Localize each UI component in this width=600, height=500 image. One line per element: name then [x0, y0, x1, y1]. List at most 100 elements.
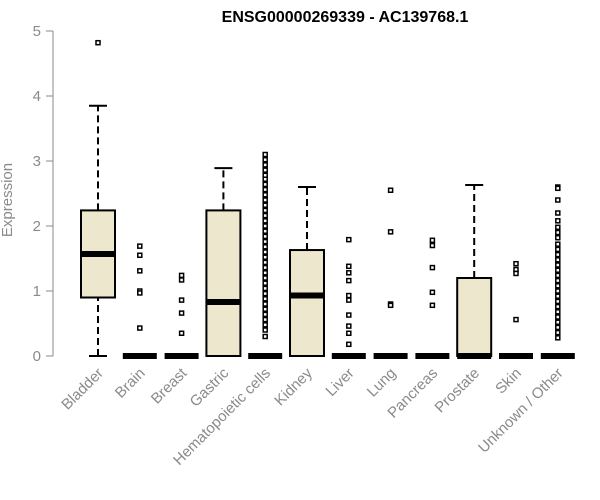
outlier-point — [262, 233, 268, 240]
outlier-point — [346, 270, 352, 276]
outlier-point — [262, 186, 268, 193]
y-tick-label: 0 — [33, 348, 41, 365]
outlier-point — [555, 293, 561, 299]
outlier-point — [346, 292, 352, 299]
outlier-point — [429, 302, 436, 309]
outlier-point — [429, 264, 436, 271]
outlier-point — [262, 306, 268, 312]
box-pancreas — [415, 237, 450, 359]
box-unknown-other — [540, 184, 575, 359]
outlier-point — [262, 311, 268, 318]
outlier-point — [262, 202, 268, 208]
outlier-point — [262, 254, 268, 260]
box-liver — [331, 236, 366, 359]
y-axis-label: Expression — [0, 163, 16, 237]
outlier-point — [555, 329, 561, 336]
outlier-point — [429, 242, 436, 249]
outlier-point — [262, 151, 268, 158]
outlier-point — [555, 246, 561, 253]
outlier-point — [178, 297, 185, 303]
boxes-group — [80, 39, 575, 359]
outlier-point — [346, 341, 352, 348]
outlier-point — [262, 327, 268, 333]
outlier-point — [262, 218, 268, 224]
outlier-point — [387, 187, 394, 193]
y-tick-label: 4 — [33, 88, 41, 105]
outlier-point — [513, 260, 519, 267]
y-tick-label: 2 — [33, 218, 41, 235]
x-tick-label: Bladder — [58, 365, 107, 414]
box-skin — [499, 260, 533, 359]
outlier-point — [555, 314, 561, 320]
box-gastric — [205, 167, 242, 357]
outlier-point — [262, 290, 268, 297]
outlier-point — [262, 167, 268, 173]
outlier-point — [555, 234, 561, 241]
outlier-point — [429, 237, 436, 244]
iqr-box — [456, 277, 493, 357]
outlier-point — [178, 272, 185, 279]
outlier-point — [346, 312, 352, 318]
chart-title: ENSG00000269339 - AC139768.1 — [222, 9, 469, 26]
outlier-point — [137, 243, 143, 249]
outlier-point — [346, 297, 352, 303]
outlier-point — [555, 283, 561, 289]
outlier-point — [178, 330, 185, 336]
outlier-point — [262, 238, 268, 245]
outlier-point — [262, 244, 268, 250]
outlier-point — [346, 323, 352, 329]
outlier-point — [262, 285, 268, 292]
outlier-point — [137, 252, 143, 258]
x-tick-label: Prostate — [431, 365, 483, 417]
outlier-point — [262, 301, 268, 307]
outlier-point — [262, 212, 268, 219]
outlier-point — [555, 277, 561, 284]
y-tick-label: 5 — [33, 23, 41, 40]
iqr-box — [289, 249, 325, 357]
iqr-box — [205, 209, 242, 357]
outlier-point — [555, 272, 561, 279]
outlier-point — [555, 267, 561, 273]
outlier-point — [262, 192, 268, 198]
outlier-point — [555, 185, 561, 192]
outlier-point — [262, 296, 268, 302]
outlier-point — [262, 275, 268, 281]
outlier-point — [262, 280, 268, 286]
x-tick-label: Breast — [148, 364, 191, 407]
outlier-point — [262, 156, 268, 163]
outlier-point — [555, 257, 561, 263]
outlier-point — [262, 259, 268, 266]
outlier-point — [387, 229, 394, 235]
outlier-point — [429, 289, 436, 296]
outlier-point — [137, 268, 143, 274]
outlier-point — [262, 207, 268, 214]
outlier-point — [513, 316, 519, 323]
box-prostate — [456, 184, 493, 359]
outlier-point — [555, 229, 561, 236]
box-breast — [164, 272, 199, 359]
outlier-point — [555, 309, 561, 315]
outlier-point — [262, 249, 268, 255]
outlier-point — [555, 224, 561, 231]
outlier-point — [387, 302, 394, 309]
outlier-point — [137, 290, 143, 296]
outlier-point — [178, 310, 185, 316]
outlier-point — [555, 251, 561, 258]
outlier-point — [262, 316, 268, 323]
outlier-point — [555, 262, 561, 268]
outlier-point — [555, 335, 561, 341]
outlier-point — [555, 241, 561, 247]
outlier-point — [262, 322, 268, 328]
outlier-point — [262, 176, 268, 182]
outlier-point — [262, 264, 268, 271]
outlier-point — [555, 298, 561, 305]
outlier-point — [178, 277, 185, 283]
outlier-point — [555, 197, 561, 203]
x-tick-label: Lung — [364, 365, 400, 401]
outlier-point — [262, 162, 268, 168]
box-hematopoietic-cells — [248, 151, 283, 359]
outlier-point — [262, 223, 268, 229]
